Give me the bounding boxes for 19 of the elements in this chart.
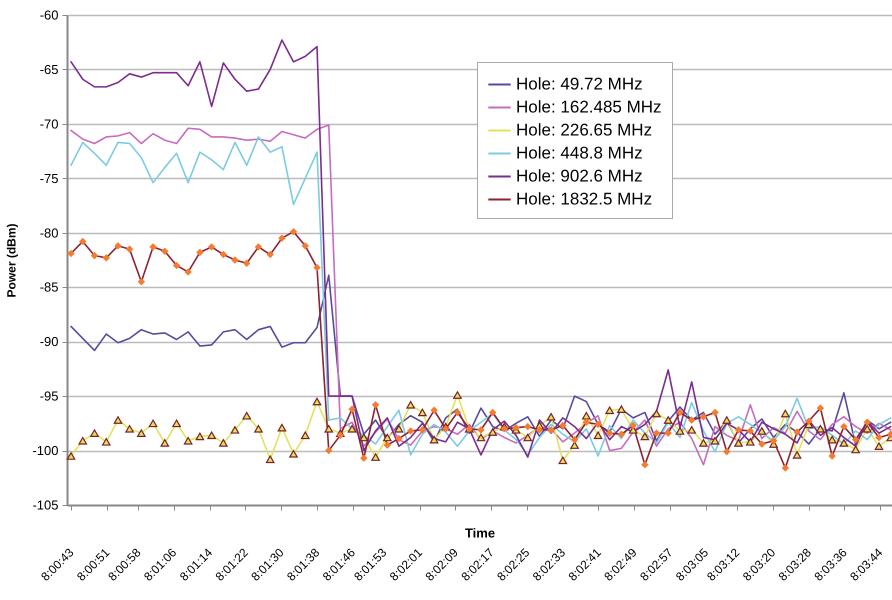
y-tick-label: -85 bbox=[40, 280, 58, 295]
legend-label: Hole: 448.8 MHz bbox=[516, 144, 643, 162]
legend-label: Hole: 902.6 MHz bbox=[516, 166, 643, 186]
legend-label: Hole: 226.65 MHz bbox=[516, 120, 652, 140]
y-tick-label: -90 bbox=[40, 334, 58, 350]
legend-label: Hole: 1832.5 MHz bbox=[516, 190, 652, 208]
y-tick-label: -80 bbox=[40, 225, 58, 240]
y-axis-title: Power (dBm) bbox=[4, 223, 18, 298]
y-tick-label: -75 bbox=[40, 170, 58, 186]
y-tick-label: -95 bbox=[40, 388, 58, 404]
line-series bbox=[70, 39, 892, 458]
y-tick-label: -105 bbox=[32, 498, 58, 512]
y-tick-label: -65 bbox=[40, 62, 58, 77]
legend-label: Hole: 162.485 MHz bbox=[516, 98, 662, 116]
x-axis-title: Time bbox=[464, 526, 496, 540]
y-tick-label: -70 bbox=[40, 116, 58, 132]
y-tick-label: -60 bbox=[40, 8, 58, 22]
y-tick-label: -100 bbox=[32, 443, 58, 458]
legend-label: Hole: 49.72 MHz bbox=[516, 74, 643, 94]
